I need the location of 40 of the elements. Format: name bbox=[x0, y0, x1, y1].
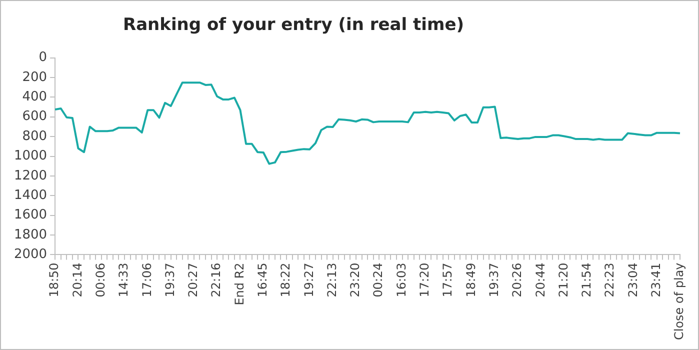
chart-title: Ranking of your entry (in real time) bbox=[122, 15, 465, 35]
y-tick-label: 200 bbox=[22, 70, 48, 85]
x-tick-label: 00:06 bbox=[94, 262, 108, 298]
y-tick-label: 800 bbox=[22, 128, 48, 144]
y-tick-label: 2000 bbox=[14, 247, 48, 262]
x-tick-label: 22:16 bbox=[209, 262, 224, 298]
x-tick-label: 23:41 bbox=[648, 262, 663, 298]
y-tick-label: 1400 bbox=[14, 188, 48, 204]
x-tick-label: 19:37 bbox=[486, 262, 501, 298]
x-tick-label: 21:20 bbox=[556, 262, 570, 298]
x-tick-label: 18:49 bbox=[464, 262, 478, 298]
x-tick-label: 20:44 bbox=[533, 262, 548, 298]
x-tick-label: 19:37 bbox=[162, 262, 177, 298]
x-tick-label: 00:24 bbox=[371, 262, 386, 298]
y-tick-label: 1000 bbox=[14, 148, 48, 164]
x-tick-label: 17:57 bbox=[440, 262, 455, 298]
x-tick-label: 20:27 bbox=[186, 262, 200, 298]
x-tick-label: 19:27 bbox=[302, 262, 316, 298]
y-tick-label: 0 bbox=[38, 50, 48, 66]
x-tick-label: 17:20 bbox=[418, 262, 432, 298]
y-tick-label: 400 bbox=[22, 90, 48, 105]
x-tick-label: 18:22 bbox=[278, 262, 293, 298]
x-tick-label: 20:26 bbox=[510, 262, 524, 298]
x-tick-label: Close of play bbox=[672, 262, 686, 340]
x-tick-label: 23:04 bbox=[626, 262, 640, 298]
y-tick-label: 1600 bbox=[14, 208, 48, 223]
x-tick-label: 18:50 bbox=[47, 262, 62, 298]
x-tick-label: 22:13 bbox=[324, 262, 339, 298]
x-tick-label: 17:06 bbox=[140, 262, 154, 298]
x-tick-label: 22:23 bbox=[602, 262, 617, 298]
y-tick-label: 1800 bbox=[14, 227, 48, 242]
x-tick-label: 23:20 bbox=[348, 262, 362, 298]
x-tick-label: 16:03 bbox=[394, 262, 408, 298]
x-tick-label: 20:14 bbox=[70, 262, 84, 298]
x-tick-label: 21:54 bbox=[580, 262, 594, 298]
x-tick-label: 16:45 bbox=[256, 262, 270, 298]
x-tick-label: End R2 bbox=[232, 262, 246, 306]
y-tick-label: 600 bbox=[22, 109, 48, 124]
x-tick-label: 14:33 bbox=[116, 262, 131, 298]
y-tick-label: 1200 bbox=[14, 168, 48, 184]
